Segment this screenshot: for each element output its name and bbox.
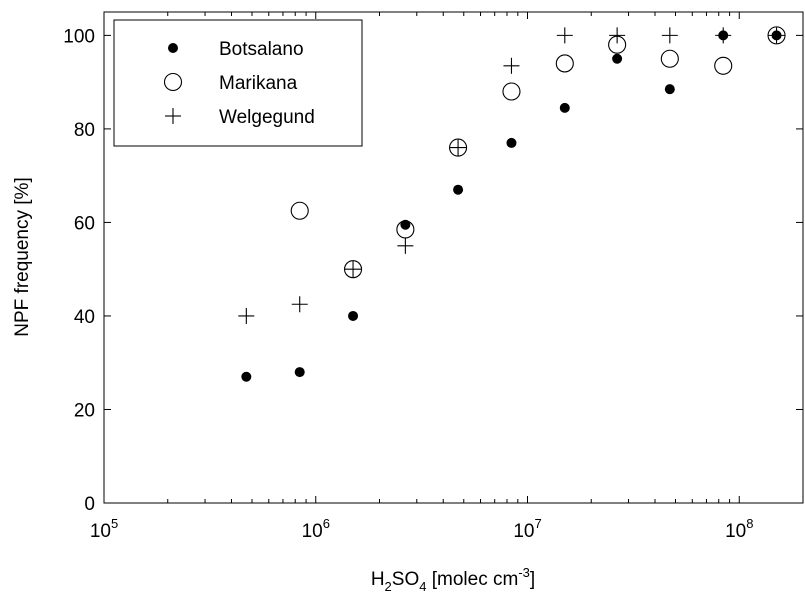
botsalano-point [241, 371, 252, 382]
legend-box [113, 19, 363, 147]
y-tick-label: 60 [74, 213, 95, 234]
y-tick-label: 20 [74, 400, 95, 421]
x-tick-labels: 105 106 107 108 [90, 516, 754, 542]
botsalano-point [612, 53, 623, 64]
welgegund-point [291, 296, 308, 313]
welgegund-point [556, 27, 573, 44]
marikana-point [449, 138, 468, 157]
legend: Botsalano Marikana Welgegund [113, 19, 363, 147]
marikana-point [767, 26, 786, 45]
data-points [238, 26, 786, 382]
legend-marker-marikana [163, 72, 183, 92]
marikana-point [714, 56, 733, 75]
welgegund-point [345, 261, 362, 278]
marikana-point [343, 260, 363, 279]
y-tick-labels: 0 20 40 60 80 100 [63, 26, 95, 515]
marikana-point [555, 54, 574, 73]
y-axis-title: NPF frequency [%] [12, 177, 33, 336]
legend-marker-welgegund [165, 108, 181, 124]
marikana-point [290, 201, 309, 220]
legend-label-welgegund: Welgegund [219, 107, 315, 128]
welgegund-point [450, 139, 467, 156]
legend-label-botsalano: Botsalano [219, 39, 304, 60]
welgegund-point [503, 57, 520, 74]
x-tick-label: 108 [725, 516, 753, 542]
marikana-point [502, 82, 521, 101]
botsalano-point [294, 367, 305, 378]
y-tick-label: 100 [63, 26, 95, 47]
welgegund-point [661, 27, 678, 44]
welgegund-point [768, 27, 785, 44]
marikana-point [660, 49, 679, 68]
welgegund-point [609, 27, 626, 44]
y-tick-label: 80 [74, 120, 95, 141]
botsalano-point [348, 310, 359, 321]
welgegund-point [397, 237, 414, 254]
legend-marker-botsalano [168, 43, 178, 53]
botsalano-point [453, 184, 464, 195]
x-tick-label: 106 [302, 516, 330, 542]
welgegund-point [715, 27, 732, 44]
x-axis-title: H2SO4 [molec cm-3] [371, 565, 535, 594]
x-tick-label: 105 [90, 516, 118, 542]
botsalano-point [559, 102, 570, 113]
axis-ticks [103, 12, 804, 504]
y-tick-label: 0 [84, 494, 95, 515]
botsalano-point [400, 219, 411, 230]
x-tick-label: 107 [513, 516, 541, 542]
y-tick-label: 40 [74, 307, 95, 328]
legend-label-marikana: Marikana [219, 73, 298, 94]
welgegund-point [238, 307, 255, 324]
botsalano-point [506, 137, 517, 148]
botsalano-point [664, 84, 675, 95]
